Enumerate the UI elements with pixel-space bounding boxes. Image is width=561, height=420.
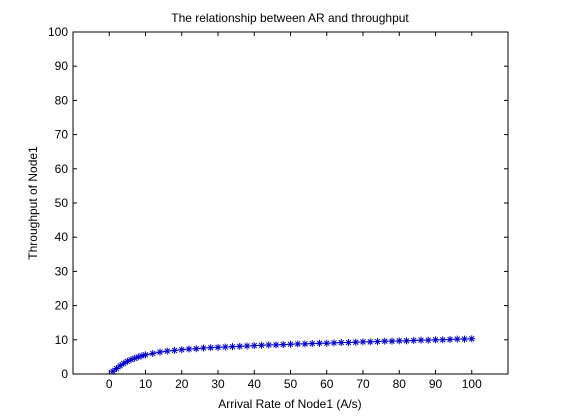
x-tick-label: 80 — [393, 377, 407, 391]
data-point — [214, 343, 222, 351]
data-point — [366, 338, 374, 346]
data-point — [381, 337, 389, 345]
data-point — [316, 339, 323, 347]
y-tick-label: 90 — [55, 59, 69, 73]
data-point — [163, 347, 171, 355]
data-point — [142, 351, 149, 359]
data-point — [149, 349, 157, 357]
data-point — [345, 339, 352, 347]
data-point — [439, 336, 447, 344]
data-point — [171, 346, 178, 354]
data-point — [156, 348, 164, 356]
x-tick-label: 0 — [106, 377, 113, 391]
data-point — [417, 336, 425, 344]
chart-title: The relationship between AR and throughp… — [171, 11, 409, 25]
y-tick-label: 80 — [55, 93, 69, 107]
y-tick-label: 60 — [55, 162, 69, 176]
y-tick-label: 70 — [55, 128, 69, 142]
y-tick-label: 50 — [55, 196, 69, 210]
y-tick-label: 10 — [55, 333, 69, 347]
data-point — [461, 335, 468, 343]
data-point — [294, 340, 302, 348]
data-point — [323, 339, 331, 347]
data-point — [432, 336, 439, 344]
data-point — [410, 336, 418, 344]
data-point — [229, 343, 236, 351]
x-tick-label: 50 — [284, 377, 298, 391]
data-point — [250, 342, 258, 350]
data-point — [258, 341, 265, 349]
data-point — [359, 338, 367, 346]
axis-ticks: 0 10 20 30 40 50 60 70 80 90 100 0 10 20 30 40 50 60 70 80 9… — [48, 25, 508, 391]
plot-area — [72, 31, 509, 375]
data-point — [468, 335, 476, 343]
data-point — [301, 340, 309, 348]
data-point — [178, 346, 186, 354]
y-tick-label: 30 — [55, 264, 69, 278]
data-point — [395, 337, 403, 345]
data-point — [192, 345, 200, 353]
x-axis-label: Arrival Rate of Node1 (A/s) — [218, 397, 361, 411]
x-tick-label: 70 — [356, 377, 370, 391]
data-point — [330, 339, 338, 347]
y-tick-label: 20 — [55, 299, 69, 313]
data-point — [446, 335, 454, 343]
data-point — [424, 336, 432, 344]
data-point — [221, 343, 229, 351]
x-tick-label: 30 — [211, 377, 225, 391]
data-point — [337, 339, 345, 347]
x-tick-label: 90 — [429, 377, 443, 391]
y-axis-label: Throughput of Node1 — [26, 146, 40, 260]
data-point — [185, 345, 193, 353]
data-point — [207, 344, 215, 352]
series-layer — [109, 335, 476, 375]
data-point — [236, 342, 244, 350]
data-point — [272, 341, 280, 349]
x-tick-label: 60 — [320, 377, 334, 391]
data-point — [265, 341, 273, 349]
data-point — [134, 353, 142, 361]
data-point — [388, 337, 396, 345]
data-point — [352, 338, 360, 346]
data-point — [113, 365, 120, 373]
y-tick-label: 100 — [48, 25, 68, 39]
x-tick-label: 40 — [248, 377, 262, 391]
data-point — [453, 335, 461, 343]
data-point — [403, 337, 410, 345]
data-point — [200, 344, 207, 352]
y-tick-label: 0 — [61, 367, 68, 381]
data-point — [116, 362, 124, 370]
data-point — [243, 342, 251, 350]
data-point — [287, 340, 294, 348]
data-point — [374, 338, 381, 346]
data-point — [279, 341, 287, 349]
x-tick-label: 20 — [175, 377, 189, 391]
x-tick-label: 10 — [139, 377, 153, 391]
x-tick-label: 100 — [462, 377, 482, 391]
y-tick-label: 40 — [55, 230, 69, 244]
data-point — [308, 340, 316, 348]
data-point — [109, 367, 117, 375]
